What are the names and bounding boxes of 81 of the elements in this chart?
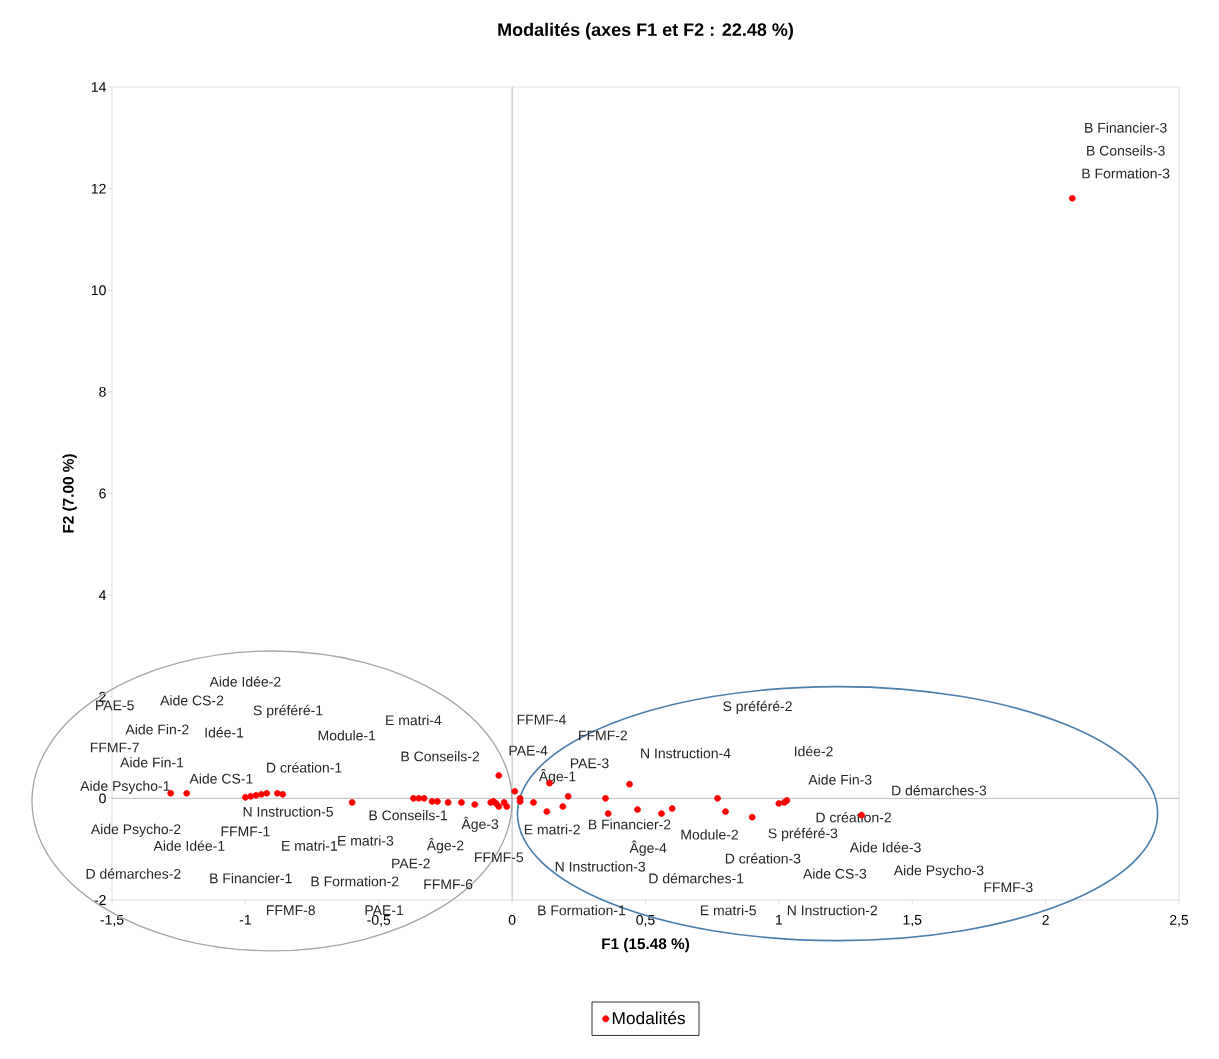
y-tick-label: -2 — [94, 895, 106, 905]
annotation: B Conseils-2 — [401, 751, 480, 762]
annotation: Aide Psycho-1 — [80, 780, 170, 794]
y-tick-label: 12 — [91, 183, 106, 194]
annotation: PAE-3 — [570, 758, 609, 769]
annotation: FFMF-5 — [475, 852, 524, 863]
annotation: E matri-4 — [386, 714, 442, 726]
annotation: D création-3 — [725, 853, 801, 864]
annotation: Module-2 — [681, 829, 738, 840]
annotation: B Formation-3 — [1082, 168, 1170, 179]
annotation: FFMF-6 — [424, 879, 473, 890]
legend-label: Modalités — [612, 1011, 686, 1025]
annotation: S préféré-1 — [253, 704, 323, 719]
annotation: N Instruction-3 — [555, 861, 646, 872]
annotation: Aide Idée-1 — [153, 840, 225, 851]
y-tick-label: 8 — [99, 386, 106, 397]
annotation: S préféré-3 — [768, 827, 838, 842]
annotation: Aide Psycho-3 — [893, 865, 984, 879]
annotation: E matri-1 — [282, 840, 338, 851]
annotation: Aide Psycho-2 — [90, 823, 181, 837]
annotation: PAE-5 — [96, 700, 134, 711]
annotation: E matri-3 — [338, 835, 394, 846]
annotation: Idée-1 — [205, 727, 244, 738]
x-tick-label: 1,5 — [903, 914, 922, 927]
annotation: D création-2 — [816, 811, 891, 823]
annotation: Idée-2 — [795, 745, 833, 757]
annotation: B Financier-3 — [1085, 122, 1167, 133]
y-tick-label: 0 — [99, 793, 106, 804]
annotation: Âge-1 — [538, 768, 576, 785]
annotation: Aide Fin-2 — [125, 724, 189, 735]
x-tick-label: 0 — [508, 914, 516, 925]
annotation: Aide Fin-1 — [120, 757, 184, 768]
annotation: E matri-2 — [524, 824, 580, 835]
y-tick-label: 10 — [91, 285, 106, 296]
y-tick-label: 4 — [98, 590, 106, 600]
annotation: FFMF-3 — [984, 882, 1033, 893]
text: B Formation-1 — [538, 905, 626, 916]
text: N Instruction-2 — [787, 905, 878, 916]
x-tick-label: -1,5 — [100, 914, 124, 927]
annotation: Âge-4 — [629, 840, 667, 856]
annotation: Âge-2 — [426, 838, 464, 854]
annotation: Aide Fin-3 — [808, 774, 872, 785]
annotation: D démarches-3 — [892, 785, 987, 796]
text: PAE-1 — [365, 905, 404, 915]
annotation: B Formation-2 — [311, 876, 399, 887]
annotation: D création-1 — [267, 762, 342, 773]
annotation: PAE-4 — [509, 745, 548, 756]
annotation: B Conseils-3 — [1087, 145, 1165, 156]
x-tick-label: 2,5 — [1169, 914, 1189, 927]
text: FFMF-8 — [266, 905, 315, 916]
annotation: S préféré-2 — [723, 700, 792, 715]
annotation: FFMF-1 — [221, 826, 270, 837]
y-tick-label: 2 — [99, 691, 106, 702]
y-axis-title: F2 (7.00 %) — [62, 454, 77, 533]
annotation: D démarches-1 — [649, 872, 744, 884]
x-tick-label: -1 — [239, 914, 251, 925]
x-tick-label: 2 — [1042, 914, 1049, 925]
x-tick-label: -0,5 — [367, 914, 391, 927]
annotation: FFMF-7 — [90, 742, 139, 753]
annotation: B Financier-2 — [589, 819, 671, 830]
annotation: Aide CS-2 — [160, 695, 224, 706]
x-axis-title: F1 (15.48 %) — [602, 937, 690, 953]
annotation: Aide CS-3 — [803, 868, 867, 879]
x-tick-label: 0,5 — [636, 914, 655, 927]
text: E matri-5 — [700, 905, 756, 916]
annotation: N Instruction-4 — [641, 748, 731, 759]
annotation: N Instruction-5 — [243, 806, 333, 817]
annotation: Aide Idée-3 — [849, 841, 921, 853]
annotation: Âge-3 — [461, 816, 499, 832]
annotation: Aide CS-1 — [189, 773, 253, 784]
annotation: Aide Idée-2 — [209, 676, 281, 687]
annotation: D démarches-2 — [86, 868, 181, 879]
annotation: FFMF-4 — [517, 714, 566, 725]
annotation: B Financier-1 — [210, 873, 292, 884]
chart-title: Modalités (axes F1 et F2 : 22.48 %) — [498, 22, 793, 40]
annotation: Module-1 — [318, 730, 376, 741]
annotation: B Conseils-1 — [369, 810, 448, 821]
x-tick-label: 1 — [776, 914, 783, 925]
y-tick-label: 6 — [99, 488, 106, 499]
annotation: PAE-2 — [392, 858, 430, 869]
y-tick-label: 14 — [91, 82, 106, 92]
